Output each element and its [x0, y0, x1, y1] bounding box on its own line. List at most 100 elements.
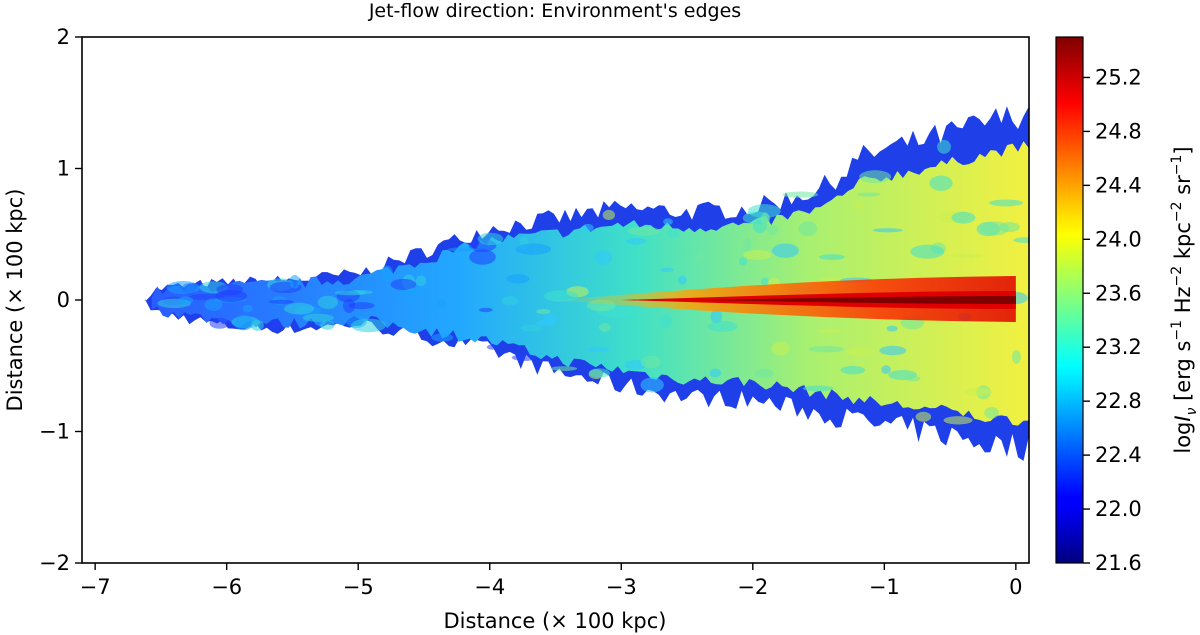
colorbar-frame — [1055, 36, 1084, 564]
turbulence-blob — [506, 274, 530, 284]
turbulence-blob — [627, 226, 660, 236]
turbulence-blob — [209, 317, 230, 329]
turbulence-blob — [771, 243, 799, 258]
turbulence-blob — [853, 200, 864, 210]
turbulence-blob — [846, 346, 872, 356]
turbulence-blob — [879, 345, 907, 356]
turbulence-blob — [250, 320, 264, 331]
colorbar-label: logIν [erg s−1 Hz−2 kpc−2 sr−1] — [1169, 146, 1200, 453]
colorbar-tick-label: 25.2 — [1095, 65, 1142, 89]
turbulence-blob — [588, 368, 611, 378]
turbulence-blob — [767, 224, 778, 236]
turbulence-blob — [819, 254, 845, 260]
x-tick-label: 0 — [1009, 575, 1022, 599]
emission-body — [151, 141, 1029, 426]
turbulence-blob — [999, 222, 1020, 233]
x-tick-label: −6 — [211, 575, 242, 599]
turbulence-blob — [624, 359, 647, 371]
turbulence-blob — [317, 295, 338, 309]
turbulence-blob — [550, 366, 578, 371]
x-tick-label: −4 — [474, 575, 505, 599]
colorbar-tick-label: 24.8 — [1095, 119, 1142, 143]
turbulence-blob — [951, 211, 976, 224]
turbulence-blob — [242, 304, 253, 313]
turbulence-blob — [351, 318, 387, 333]
colorbar-tick-label: 22.4 — [1095, 443, 1142, 467]
turbulence-blob — [625, 238, 647, 245]
x-tick-label: −5 — [343, 575, 374, 599]
jet-spine — [700, 296, 1016, 304]
turbulence-blob — [447, 247, 477, 252]
turbulence-blob — [437, 298, 447, 308]
turbulence-blob — [348, 302, 375, 310]
turbulence-blob — [486, 344, 498, 350]
turbulence-blob — [594, 250, 613, 265]
x-tick-label: −2 — [737, 575, 768, 599]
colorbar-tick-label: 23.6 — [1095, 281, 1142, 305]
x-tick-label: −7 — [80, 575, 111, 599]
y-axis-label: Distance (× 100 kpc) — [3, 189, 27, 412]
turbulence-blob — [818, 329, 842, 334]
turbulence-blob — [284, 302, 315, 315]
turbulence-blob — [808, 345, 845, 353]
turbulence-blob — [984, 407, 999, 419]
y-axis: −2 −1 0 1 2 — [39, 25, 82, 575]
turbulence-blob — [640, 377, 664, 393]
turbulence-blob — [1013, 237, 1029, 244]
turbulence-blob — [886, 325, 898, 332]
emission-map — [145, 106, 1029, 461]
turbulence-blob — [599, 323, 611, 332]
turbulence-blob — [840, 365, 865, 375]
turbulence-blob — [771, 341, 790, 356]
turbulence-blob — [663, 218, 673, 226]
turbulence-blob — [760, 277, 769, 286]
turbulence-blob — [320, 320, 335, 330]
turbulence-blob — [477, 232, 504, 246]
turbulence-blob — [782, 191, 819, 198]
x-axis-label: Distance (× 100 kpc) — [444, 609, 667, 633]
turbulence-blob — [520, 324, 543, 332]
colorbar-tick-label: 24.0 — [1095, 227, 1142, 251]
turbulence-blob — [431, 333, 454, 342]
turbulence-blob — [343, 298, 355, 313]
turbulence-blob — [802, 385, 834, 392]
plot-area — [81, 36, 1030, 564]
turbulence-blob — [302, 313, 334, 322]
turbulence-blob — [390, 278, 417, 291]
turbulence-blob — [929, 175, 953, 191]
turbulence-blob — [906, 375, 921, 382]
turbulence-blob — [915, 411, 932, 422]
colorbar-tick-label: 21.6 — [1095, 551, 1142, 575]
turbulence-blob — [667, 228, 680, 239]
turbulence-blob — [659, 267, 674, 272]
turbulence-blob — [872, 228, 903, 233]
turbulence-blob — [602, 209, 616, 221]
turbulence-blob — [501, 296, 519, 306]
turbulence-blob — [707, 321, 738, 332]
turbulence-blob — [511, 354, 537, 362]
turbulence-blob — [581, 223, 594, 232]
colorbar-tick-label: 24.4 — [1095, 173, 1142, 197]
turbulence-blob — [658, 314, 673, 329]
turbulence-blob — [859, 170, 892, 184]
turbulence-blob — [415, 275, 427, 287]
x-tick-label: −3 — [606, 575, 637, 599]
turbulence-blob — [334, 290, 366, 296]
turbulence-blob — [743, 249, 772, 260]
colorbar-label-log: log — [1171, 422, 1195, 454]
x-tick-label: −1 — [869, 575, 900, 599]
turbulence-blob — [1011, 349, 1022, 364]
turbulence-blob — [798, 221, 818, 237]
turbulence-blob — [289, 275, 301, 289]
turbulence-blob — [881, 365, 891, 374]
y-tick-label: 0 — [57, 288, 70, 312]
turbulence-blob — [937, 139, 951, 154]
turbulence-blob — [640, 355, 661, 369]
turbulence-blob — [754, 368, 774, 378]
turbulence-blob — [536, 308, 551, 315]
colorbar-tick-label: 22.8 — [1095, 389, 1142, 413]
turbulence-blob — [677, 275, 687, 285]
colorbar-tick-label: 23.2 — [1095, 335, 1142, 359]
turbulence-blob — [695, 254, 706, 262]
turbulence-blob — [738, 257, 748, 266]
